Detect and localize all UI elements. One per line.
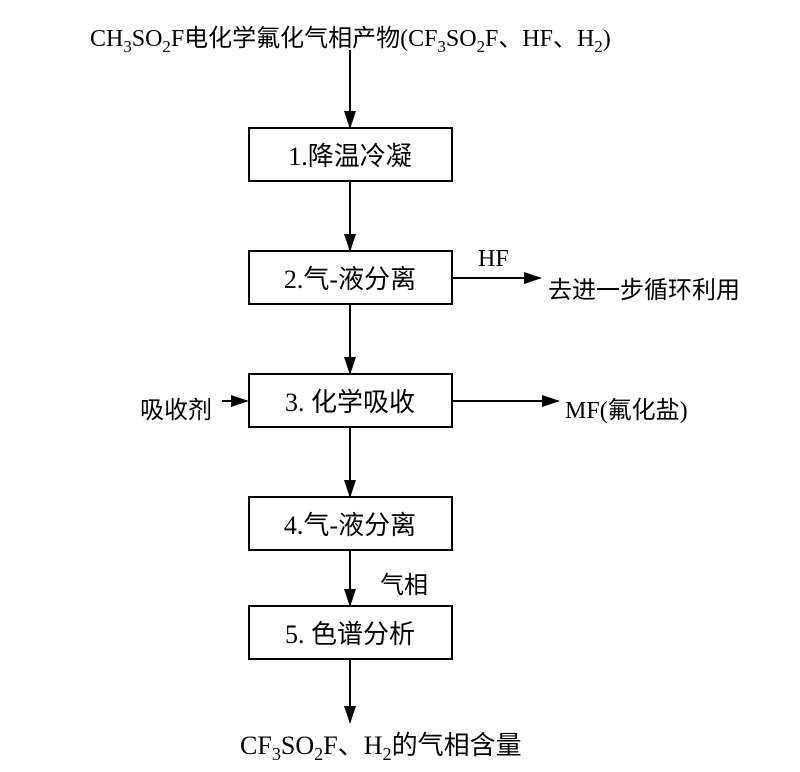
arrow-label: HF: [478, 246, 509, 273]
side-text-1: MF(氟化盐): [565, 390, 688, 425]
side-text-3: 气相: [380, 565, 428, 600]
side-text-2: 吸收剂: [140, 390, 212, 425]
step-label: 5. 色谱分析: [285, 614, 415, 651]
flowchart-canvas: CH3SO2F电化学氟化气相产物(CF3SO2F、HF、H2) 1.降温冷凝 2.气…: [0, 0, 800, 772]
step-label: 2.气-液分离: [284, 259, 416, 296]
step-b3: 3. 化学吸收: [248, 373, 453, 428]
input-title: CH3SO2F电化学氟化气相产物(CF3SO2F、HF、H2): [90, 18, 611, 57]
step-b4: 4.气-液分离: [248, 496, 453, 551]
step-label: 4.气-液分离: [284, 505, 416, 542]
step-label: 1.降温冷凝: [288, 136, 412, 173]
side-text-0: 去进一步循环利用: [548, 270, 740, 305]
step-label: 3. 化学吸收: [285, 382, 415, 419]
step-b5: 5. 色谱分析: [248, 605, 453, 660]
step-b2: 2.气-液分离: [248, 250, 453, 305]
output-text: CF3SO2F、H2的气相含量: [240, 725, 522, 765]
step-b1: 1.降温冷凝: [248, 127, 453, 182]
